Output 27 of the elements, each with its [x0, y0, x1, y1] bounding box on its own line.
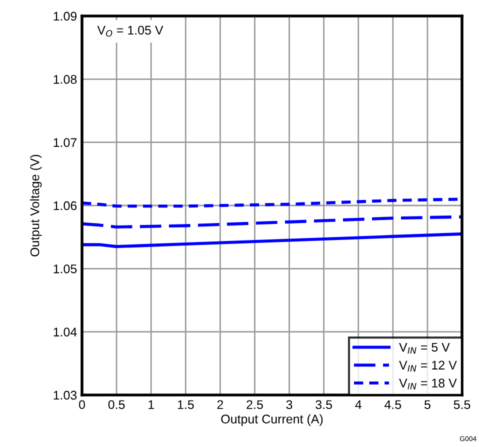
- annotation: V$_{O}$ = 1.05 V: [97, 26, 164, 37]
- x-tick-label: 3.5: [316, 400, 332, 410]
- y-tick-label: 1.08: [54, 74, 77, 84]
- y-tick-label: 1.09: [54, 12, 77, 21]
- x-axis-title: Output Current (A): [221, 414, 323, 426]
- legend-label: V$_{IN}$ = 12 V: [399, 360, 457, 372]
- x-tick-label: 0: [79, 400, 85, 410]
- y-axis-title: Output Voltage (V): [30, 154, 42, 256]
- y-tick-label: 1.07: [54, 138, 77, 147]
- x-tick-label: 2.5: [246, 400, 263, 410]
- x-tick-label: 2: [217, 400, 224, 409]
- legend-label: V$_{IN}$ = 5 V: [399, 342, 450, 354]
- x-tick-label: 0.5: [108, 400, 125, 410]
- y-tick-label: 1.05: [54, 264, 77, 274]
- line-series: [82, 215, 462, 229]
- legend-label: V$_{IN}$ = 18 V: [399, 378, 457, 390]
- y-tick-label: 1.03: [54, 390, 77, 400]
- x-tick-label: 1: [148, 400, 154, 409]
- x-tick-label: 5: [424, 400, 430, 410]
- x-tick-label: 5.5: [454, 400, 470, 410]
- x-tick-label: 4.5: [384, 400, 402, 410]
- line-series: [82, 232, 462, 248]
- y-tick-label: 1.06: [54, 201, 77, 210]
- x-tick-label: 1.5: [178, 400, 194, 410]
- x-tick-label: 3: [286, 400, 292, 410]
- y-tick-label: 1.04: [54, 328, 77, 336]
- x-tick-label: 4: [355, 400, 362, 409]
